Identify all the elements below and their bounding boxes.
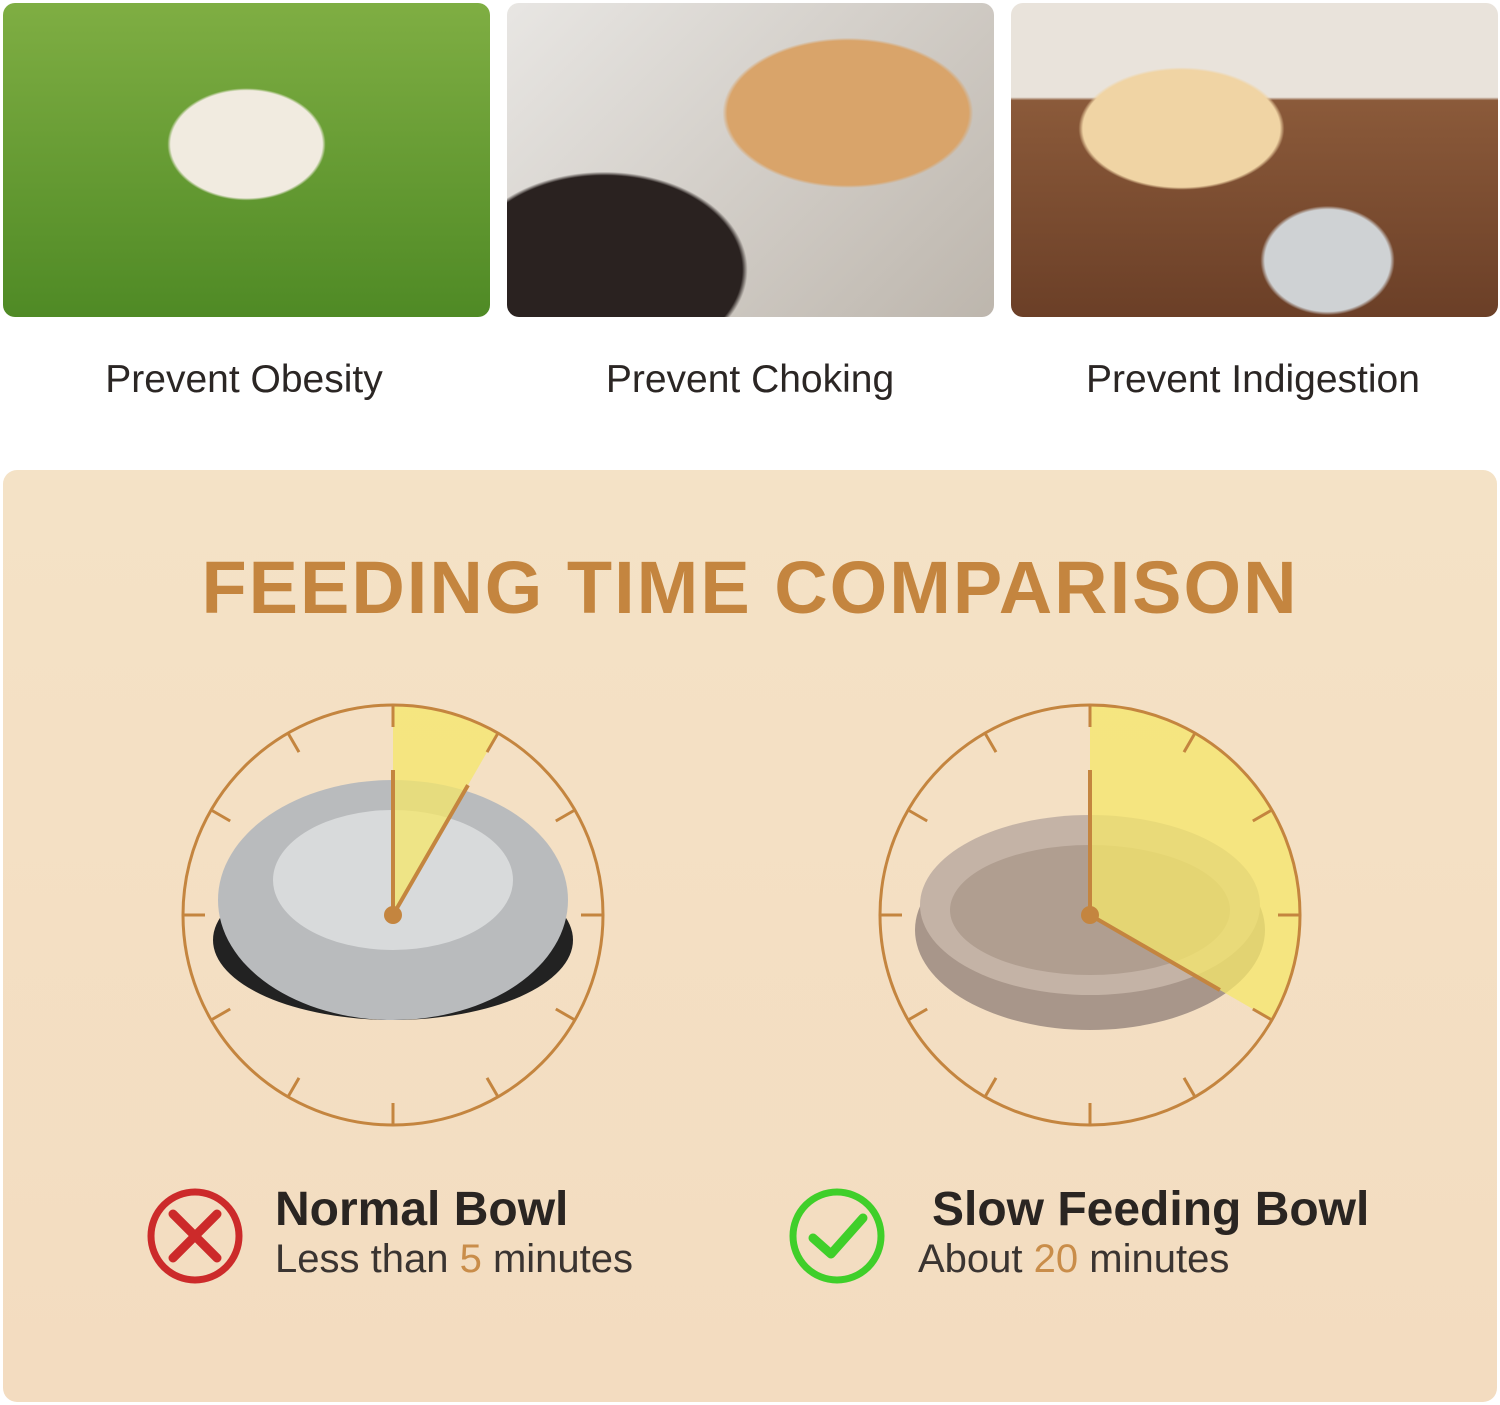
clock-tick xyxy=(210,808,231,823)
time-wedge xyxy=(1090,705,1300,1020)
normal-bowl-clock xyxy=(181,703,605,1127)
clock-tick xyxy=(907,808,928,823)
time-prefix: About xyxy=(918,1237,1023,1281)
bowl-name: Slow Feeding Bowl xyxy=(932,1183,1370,1236)
x-circle-icon xyxy=(147,1188,243,1284)
slow-bowl-clock xyxy=(878,703,1302,1127)
clock-tick xyxy=(983,1077,998,1098)
feeding-time: About 20 minutes xyxy=(918,1237,1369,1282)
clock-tick xyxy=(1182,1077,1197,1098)
clock-tick xyxy=(286,1077,301,1098)
comparison-title: FEEDING TIME COMPARISON xyxy=(201,546,1299,629)
minute-hand-end xyxy=(1088,913,1221,992)
time-unit: minutes xyxy=(492,1237,634,1281)
normal-bowl-label: Normal Bowl Less than 5 minutes xyxy=(275,1182,633,1282)
benefit-caption-choking: Prevent Choking xyxy=(605,358,895,401)
clock-center xyxy=(1081,906,1099,924)
time-wedge xyxy=(393,705,498,915)
feeding-time: Less than 5 minutes xyxy=(275,1237,633,1282)
time-number: 5 xyxy=(459,1237,482,1281)
minute-hand-end xyxy=(391,784,470,917)
clock-tick xyxy=(286,732,301,753)
benefit-caption-indigestion: Prevent Indigestion xyxy=(1086,358,1420,401)
check-circle-icon xyxy=(789,1188,885,1284)
labrador-photo xyxy=(1011,3,1498,317)
benefit-caption-obesity: Prevent Obesity xyxy=(105,358,383,401)
bowl-name: Normal Bowl xyxy=(275,1183,569,1236)
slow-bowl-label: Slow Feeding Bowl About 20 minutes xyxy=(918,1182,1369,1282)
clock-tick xyxy=(485,732,500,753)
clock-tick xyxy=(1182,732,1197,753)
time-prefix: Less than xyxy=(275,1237,449,1281)
clock-tick xyxy=(1252,808,1273,823)
clock-tick xyxy=(983,732,998,753)
clock-tick xyxy=(907,1007,928,1022)
clock-center xyxy=(384,906,402,924)
pug-photo xyxy=(3,3,490,317)
clock-tick xyxy=(1252,1007,1273,1022)
clock-tick xyxy=(555,1007,576,1022)
clock-tick xyxy=(555,808,576,823)
clock-tick xyxy=(485,1077,500,1098)
golden-retriever-photo xyxy=(507,3,994,317)
time-unit: minutes xyxy=(1089,1237,1230,1281)
time-number: 20 xyxy=(1033,1237,1079,1281)
clock-tick xyxy=(210,1007,231,1022)
